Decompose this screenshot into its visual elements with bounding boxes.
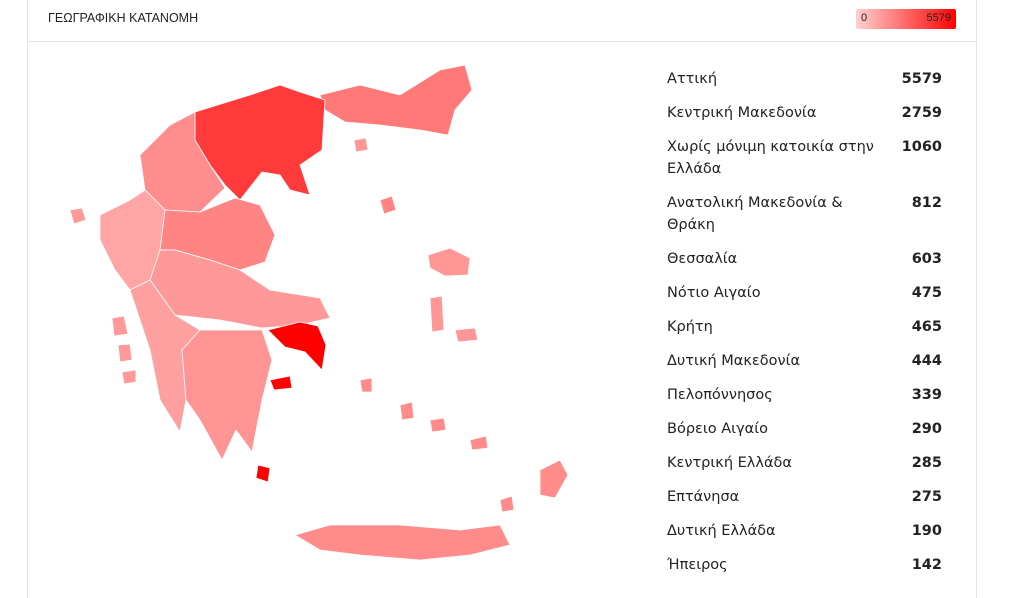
region-name: Δυτική Ελλάδα — [667, 523, 776, 539]
map-region-attica[interactable] — [255, 464, 271, 483]
region-name: Πελοπόννησος — [667, 387, 773, 403]
legend-max: 5579 — [926, 12, 951, 24]
region-row: Ανατολική Μακεδονία & Θράκη 812 — [667, 192, 942, 236]
region-row: Κεντρική Μακεδονία 2759 — [667, 102, 942, 124]
map-region-ionian-islands[interactable] — [111, 315, 129, 337]
region-row: Δυτική Μακεδονία 444 — [667, 350, 942, 372]
map-region-attica[interactable] — [267, 321, 327, 371]
map-region-south-aegean[interactable] — [359, 377, 373, 393]
region-name: Βόρειο Αιγαίο — [667, 421, 768, 437]
color-scale-legend: 0 5579 — [856, 9, 956, 29]
region-row: Βόρειο Αιγαίο 290 — [667, 418, 942, 440]
region-name: Θεσσαλία — [667, 251, 738, 267]
region-row: Νότιο Αιγαίο 475 — [667, 282, 942, 304]
legend-min: 0 — [861, 12, 868, 24]
region-name: Επτάνησα — [667, 489, 740, 505]
region-value: 444 — [911, 353, 942, 369]
region-value: 475 — [911, 285, 942, 301]
region-row: Αττική 5579 — [667, 68, 942, 90]
map-region-south-aegean[interactable] — [499, 495, 515, 513]
region-row: Επτάνησα 275 — [667, 486, 942, 508]
map-region-north-aegean[interactable] — [429, 295, 445, 333]
region-name: Ήπειρος — [667, 557, 728, 573]
map-region-east-macedonia-thrace[interactable] — [319, 64, 473, 136]
map-region-ionian-islands[interactable] — [117, 343, 133, 363]
map-region-ionian-islands[interactable] — [69, 207, 87, 225]
region-row: Δυτική Ελλάδα 190 — [667, 520, 942, 542]
map-region-central-greece[interactable] — [149, 249, 331, 329]
region-value: 190 — [911, 523, 942, 539]
map-region-peloponnese[interactable] — [181, 329, 273, 461]
map-region-ionian-islands[interactable] — [121, 369, 137, 385]
region-name: Κεντρική Μακεδονία — [667, 105, 817, 121]
region-row: Πελοπόννησος 339 — [667, 384, 942, 406]
greece-map — [69, 64, 569, 561]
region-value: 603 — [911, 251, 942, 267]
map-region-north-aegean[interactable] — [454, 327, 479, 343]
region-name: Κεντρική Ελλάδα — [667, 455, 792, 471]
map-region-central-macedonia[interactable] — [194, 84, 326, 201]
card-header: ΓΕΩΓΡΑΦΙΚΗ ΚΑΤΑΝΟΜΗ 0 5579 — [28, 0, 976, 42]
region-name: Νότιο Αιγαίο — [667, 285, 761, 301]
region-row: Κεντρική Ελλάδα 285 — [667, 452, 942, 474]
region-name: Δυτική Μακεδονία — [667, 353, 801, 369]
region-row: Κρήτη 465 — [667, 316, 942, 338]
geographic-distribution-card: ΓΕΩΓΡΑΦΙΚΗ ΚΑΤΑΝΟΜΗ 0 5579 — [27, 0, 977, 598]
region-name: Ανατολική Μακεδονία & Θράκη — [667, 195, 843, 233]
map-region-south-aegean[interactable] — [539, 459, 569, 499]
region-row: Θεσσαλία 603 — [667, 248, 942, 270]
region-value: 465 — [911, 319, 942, 335]
region-value: 2759 — [901, 105, 942, 121]
region-value: 812 — [911, 195, 942, 211]
card-title: ΓΕΩΓΡΑΦΙΚΗ ΚΑΤΑΝΟΜΗ — [48, 11, 199, 25]
map-region-north-aegean[interactable] — [427, 247, 471, 277]
region-value: 5579 — [901, 71, 942, 87]
region-value: 285 — [911, 455, 942, 471]
region-value: 275 — [911, 489, 942, 505]
map-region-north-aegean[interactable] — [353, 137, 369, 153]
region-value: 339 — [911, 387, 942, 403]
map-region-crete[interactable] — [294, 524, 511, 561]
map-region-south-aegean[interactable] — [429, 417, 447, 433]
map-region-south-aegean[interactable] — [399, 401, 415, 421]
region-name: Κρήτη — [667, 319, 713, 335]
map-region-south-aegean[interactable] — [469, 435, 489, 451]
region-list: Αττική 5579 Κεντρική Μακεδονία 2759 Χωρίς μό… — [667, 68, 942, 588]
region-row: Ήπειρος 142 — [667, 554, 942, 576]
region-name: Αττική — [667, 71, 718, 87]
map-region-attica[interactable] — [269, 375, 293, 391]
map-region-thessaly[interactable] — [379, 195, 397, 215]
region-row: Χωρίς μόνιμη κατοικία στην Ελλάδα 1060 — [667, 136, 942, 180]
region-value: 290 — [911, 421, 942, 437]
region-value: 1060 — [901, 139, 942, 155]
region-value: 142 — [911, 557, 942, 573]
region-name: Χωρίς μόνιμη κατοικία στην Ελλάδα — [667, 139, 874, 177]
